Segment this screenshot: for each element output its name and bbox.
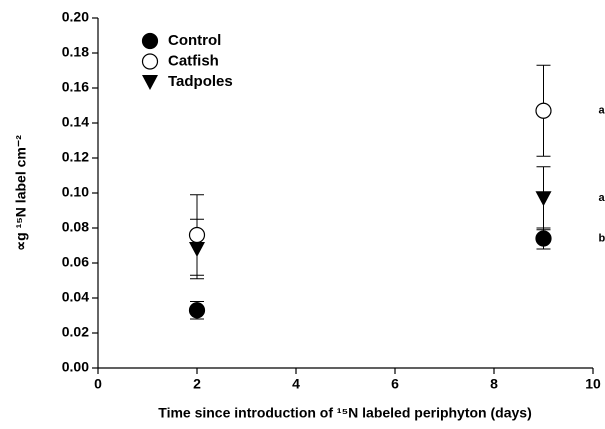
x-axis-label: Time since introduction of ¹⁵N labeled p… — [158, 405, 531, 421]
y-tick-label: 0.14 — [62, 114, 89, 130]
legend-label: Control — [168, 32, 221, 49]
marker — [535, 191, 552, 207]
point-label: a, b — [599, 192, 605, 204]
y-tick-label: 0.18 — [62, 44, 89, 60]
x-tick-label: 2 — [193, 376, 201, 392]
legend-marker — [141, 32, 159, 50]
y-tick-label: 0.10 — [62, 184, 89, 200]
x-tick-label: 8 — [490, 376, 498, 392]
marker — [535, 102, 552, 119]
marker — [188, 226, 206, 244]
legend-label: Tadpoles — [168, 73, 233, 90]
y-tick-label: 0.00 — [62, 359, 89, 375]
y-tick-label: 0.04 — [62, 289, 89, 305]
legend-marker — [142, 75, 158, 90]
x-tick-label: 10 — [585, 376, 601, 392]
point-label: b — [599, 232, 605, 244]
x-tick-label: 0 — [94, 376, 102, 392]
y-tick-label: 0.16 — [62, 79, 89, 95]
y-tick-label: 0.12 — [62, 149, 89, 165]
x-tick-label: 6 — [391, 376, 399, 392]
y-tick-label: 0.02 — [62, 324, 89, 340]
y-axis-label: ∝g ¹⁵N label cm⁻² — [13, 135, 29, 251]
legend-marker — [141, 53, 159, 70]
legend-label: Catfish — [168, 52, 219, 69]
marker — [188, 302, 206, 319]
marker — [535, 230, 552, 247]
y-tick-label: 0.06 — [62, 254, 89, 270]
marker — [189, 242, 205, 257]
y-tick-label: 0.20 — [62, 9, 89, 25]
x-tick-label: 4 — [292, 376, 300, 392]
y-tick-label: 0.08 — [62, 219, 89, 235]
point-label: a — [599, 105, 605, 117]
